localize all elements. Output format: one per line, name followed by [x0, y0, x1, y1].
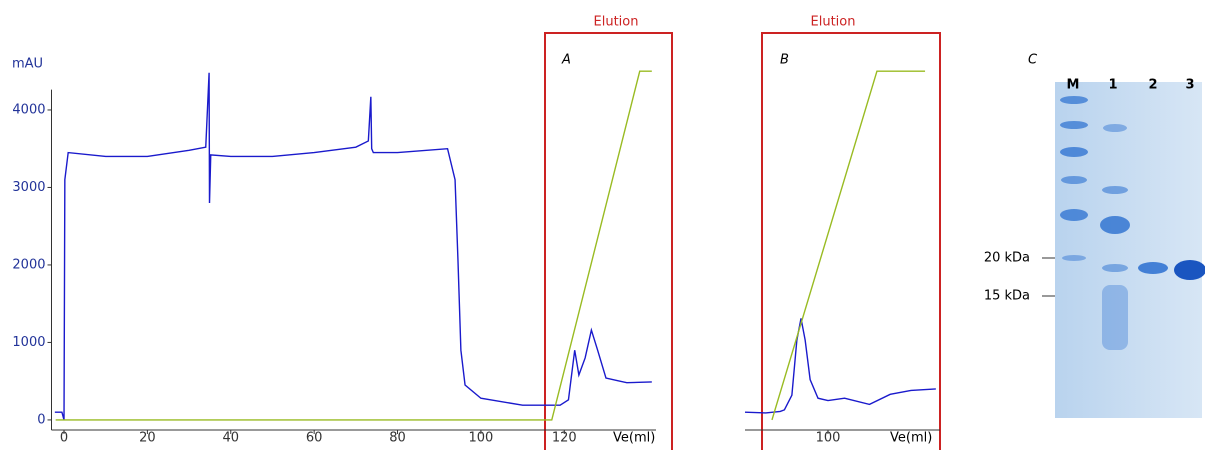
marker-label: 15 kDa — [984, 289, 1030, 304]
y-tick-label: 0 — [37, 412, 45, 427]
annotation: Elution — [594, 15, 639, 30]
y-tick-label: 4000 — [12, 102, 45, 117]
panel-label: C — [1028, 53, 1038, 68]
lane-label: 1 — [1108, 78, 1117, 93]
lane-label: M — [1067, 78, 1080, 93]
y-tick-label: 3000 — [12, 180, 45, 195]
elution-box — [544, 32, 673, 450]
x-tick-label: 100 — [468, 431, 493, 446]
elution-box — [761, 32, 941, 450]
gel: C M 1 2 3 20 kDa 15 kDa — [984, 53, 1205, 418]
lane-label: 3 — [1185, 78, 1194, 93]
panel-label: A — [561, 53, 571, 68]
x-tick-label: 20 — [139, 431, 156, 446]
x-tick-label: 60 — [306, 431, 323, 446]
x-tick-label: 100 — [816, 431, 841, 446]
series-line — [771, 70, 926, 421]
series-line — [744, 318, 936, 414]
panel-label: B — [780, 53, 789, 68]
x-tick-label: 80 — [389, 431, 406, 446]
y-tick-label: 1000 — [12, 335, 45, 350]
series-line — [55, 70, 652, 421]
y-tick-label: 2000 — [12, 257, 45, 272]
marker-label: 20 kDa — [984, 251, 1030, 266]
x-tick-label: 40 — [222, 431, 239, 446]
series-line — [54, 72, 652, 421]
x-tick-label: 0 — [60, 431, 68, 446]
lane-label: 2 — [1148, 78, 1157, 93]
x-axis-label: Ve(ml) — [890, 431, 932, 446]
gel-image — [1055, 82, 1202, 418]
x-axis-label: Ve(ml) — [613, 431, 655, 446]
bands — [1060, 96, 1205, 350]
annotation: Elution — [811, 15, 856, 30]
y-axis-label: mAU — [12, 57, 43, 72]
x-tick-label: 120 — [552, 431, 577, 446]
